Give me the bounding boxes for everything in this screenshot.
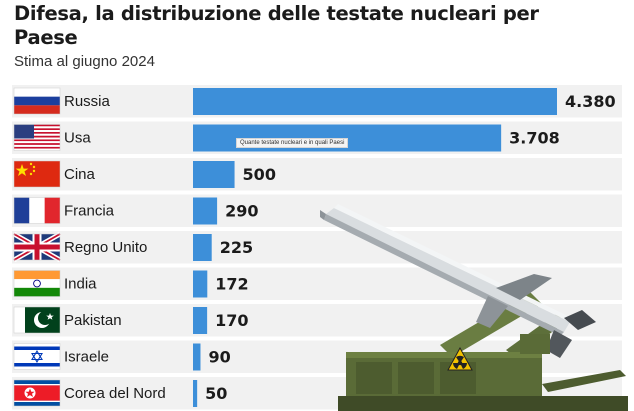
- row-stripe: [12, 194, 622, 227]
- value-label: 170: [215, 311, 248, 330]
- bar: [193, 161, 235, 188]
- chart-row: Regno Unito 225: [12, 231, 622, 264]
- chart-row: Russia 4.380: [12, 85, 622, 118]
- chart-row: Cina 500: [12, 158, 622, 191]
- bar: [193, 270, 208, 298]
- category-label: Francia: [64, 203, 115, 220]
- category-label: Cina: [64, 166, 96, 183]
- chart-title: Difesa, la distribuzione delle testate n…: [14, 2, 539, 49]
- flag-france-icon: [13, 197, 61, 224]
- bar: [193, 88, 557, 115]
- missile-launcher-illustration: [320, 204, 628, 411]
- value-label: 500: [243, 165, 276, 184]
- flag-israel-icon: [13, 343, 61, 370]
- bar: [193, 197, 218, 225]
- row-stripe: [12, 231, 622, 264]
- flag-china-icon: [13, 160, 61, 188]
- flag-uk-icon: [12, 231, 62, 263]
- value-label: 172: [215, 275, 248, 294]
- bar: [193, 380, 198, 407]
- category-label: Usa: [64, 130, 91, 147]
- chart-subtitle: Stima al giugno 2024: [14, 53, 155, 70]
- flag-usa-icon: [13, 124, 61, 151]
- value-label: 4.380: [565, 92, 616, 111]
- category-label: Israele: [64, 349, 109, 366]
- chart-row: Francia 290: [12, 194, 622, 227]
- value-label: 290: [225, 202, 258, 221]
- category-label: Regno Unito: [64, 239, 147, 256]
- launcher-vehicle: [338, 334, 628, 411]
- row-stripe: [12, 158, 622, 191]
- value-label: 225: [220, 238, 253, 257]
- flag-pakistan-icon: [13, 306, 61, 334]
- value-label: 90: [208, 348, 230, 367]
- radiation-warning-icon: [447, 346, 473, 371]
- bar: [193, 307, 208, 334]
- flag-india-icon: [13, 270, 61, 297]
- category-label: India: [64, 276, 97, 293]
- category-label: Corea del Nord: [64, 385, 166, 402]
- missile-body: [320, 204, 596, 358]
- value-label: 3.708: [509, 129, 560, 148]
- flag-russia-icon: [13, 87, 61, 115]
- category-label: Pakistan: [64, 312, 122, 329]
- bar: [193, 343, 201, 371]
- value-label: 50: [205, 384, 227, 403]
- chart-tooltip: Quante testate nucleari e in quali Paesi: [236, 138, 349, 148]
- bar: [193, 234, 212, 261]
- flag-north-korea-icon: [13, 379, 61, 407]
- category-label: Russia: [64, 93, 111, 110]
